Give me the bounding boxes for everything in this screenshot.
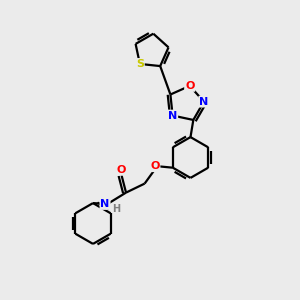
Text: O: O [185, 81, 194, 91]
Text: N: N [100, 199, 110, 209]
Text: O: O [150, 161, 160, 171]
Text: N: N [199, 97, 208, 106]
Text: H: H [112, 203, 120, 214]
Text: O: O [117, 165, 126, 175]
Text: N: N [168, 110, 177, 121]
Text: S: S [136, 59, 144, 69]
